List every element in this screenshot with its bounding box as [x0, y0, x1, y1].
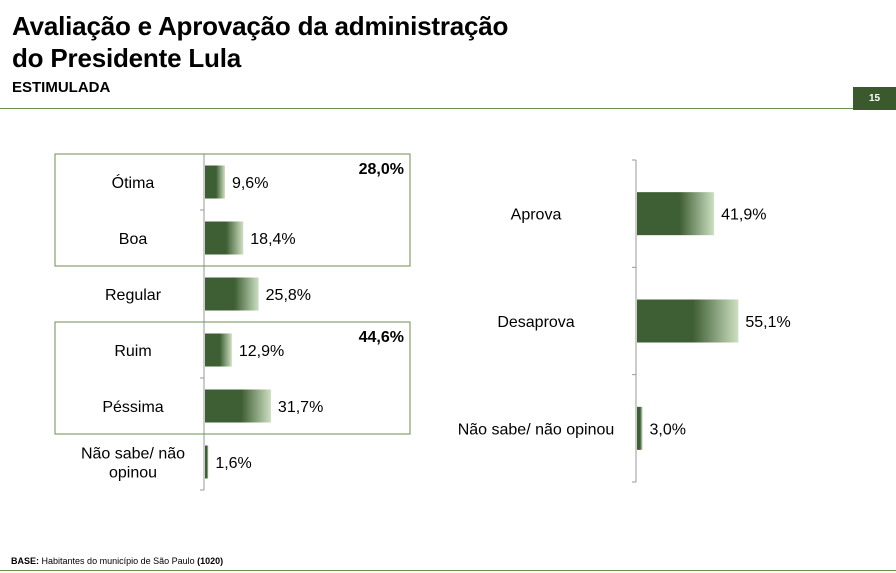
- category-label-boa: Boa: [119, 231, 148, 248]
- value-label-pessima: 31,7%: [278, 399, 323, 416]
- page-number: 15: [853, 87, 896, 110]
- value-label-boa: 18,4%: [250, 231, 295, 248]
- value-label-desaprova: 55,1%: [745, 314, 790, 331]
- category-label-regular: Regular: [105, 287, 162, 304]
- base-count: (1020): [197, 556, 224, 566]
- bar-regular: [205, 277, 259, 311]
- base-note: BASE: Habitantes do município de São Pau…: [11, 556, 223, 566]
- base-label: BASE:: [11, 556, 40, 566]
- value-label-nao-sabe-nao-opinou: 3,0%: [650, 421, 686, 438]
- bar-aprova: [637, 192, 715, 236]
- bar-pessima: [205, 389, 271, 423]
- value-label-aprova: 41,9%: [721, 207, 766, 224]
- category-label-desaprova: Desaprova: [497, 314, 574, 331]
- category-label-otima: Ótima: [112, 173, 155, 192]
- page-subtitle: ESTIMULADA: [12, 79, 111, 96]
- category-label-nao-sabe-nao-opinou: opinou: [109, 465, 157, 482]
- category-label-pessima: Péssima: [102, 399, 163, 416]
- footer-divider: [0, 570, 896, 571]
- group-total-44-6: 44,6%: [359, 329, 404, 346]
- bar-nao-sabe-nao-opinou: [637, 406, 643, 450]
- page-title: Avaliação e Aprovação da administração d…: [12, 10, 508, 74]
- group-box-44-6: [54, 321, 411, 435]
- value-label-ruim: 12,9%: [239, 343, 284, 360]
- bar-nao-sabe-nao-opinou: [205, 445, 209, 479]
- bar-boa: [205, 221, 244, 255]
- bar-desaprova: [637, 299, 739, 343]
- category-label-nao-sabe-nao-opinou: Não sabe/ não: [81, 446, 185, 463]
- approval-chart: 41,9% Aprova 55,1% Desaprova 3,0% Não sabe/ n…: [458, 159, 791, 483]
- value-label-otima: 9,6%: [232, 175, 268, 192]
- value-label-nao-sabe-nao-opinou: 1,6%: [215, 455, 251, 472]
- group-box-28-0: [54, 153, 411, 267]
- category-label-nao-sabe-nao-opinou: Não sabe/ não opinou: [458, 421, 615, 438]
- category-label-aprova: Aprova: [511, 207, 562, 224]
- title-line-1: Avaliação e Aprovação da administração: [12, 11, 509, 41]
- group-total-28-0: 28,0%: [359, 161, 404, 178]
- title-line-2: do Presidente Lula: [12, 43, 242, 73]
- bar-otima: [205, 165, 225, 199]
- header-divider: [0, 108, 853, 109]
- bar-ruim: [205, 333, 232, 367]
- category-label-ruim: Ruim: [114, 343, 151, 360]
- evaluation-chart: 9,6% Ótima 18,4% Boa 25,8% Regular 12,9% Ruim 31…: [54, 153, 411, 491]
- value-label-regular: 25,8%: [266, 287, 311, 304]
- base-text: Habitantes do município de São Paulo: [41, 556, 195, 566]
